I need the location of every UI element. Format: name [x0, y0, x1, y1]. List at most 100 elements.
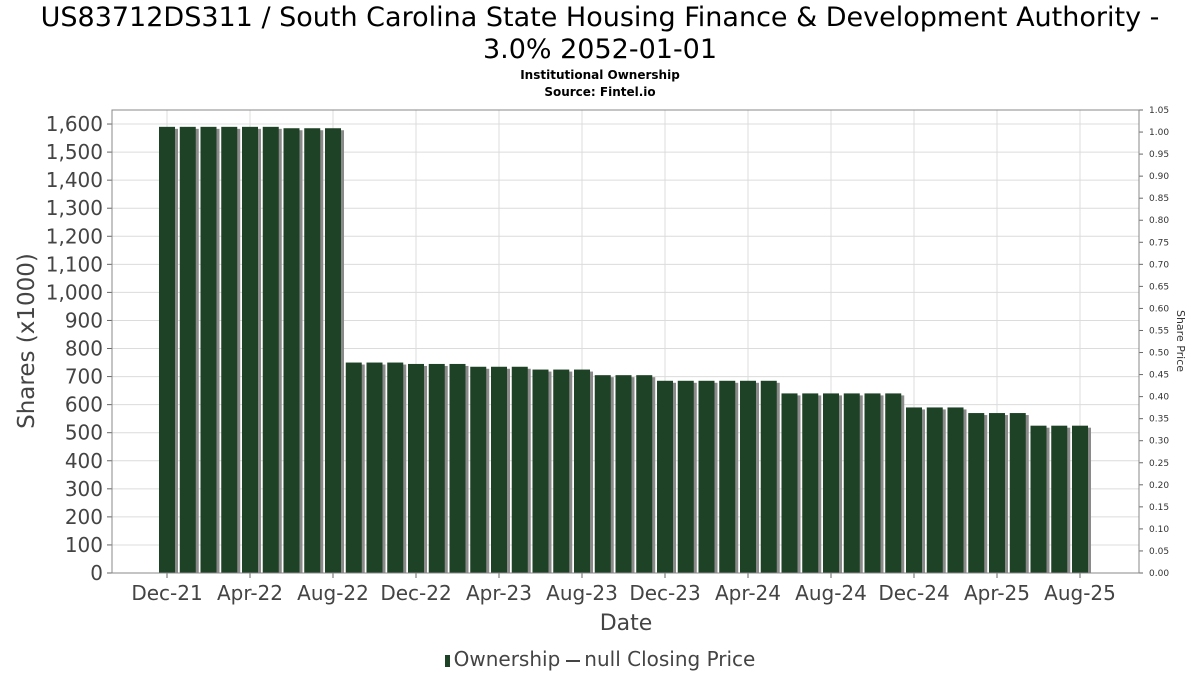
bar — [947, 407, 964, 573]
y2-axis-label: Share Price — [1174, 310, 1187, 372]
chart-subtitle: Institutional Ownership — [520, 68, 680, 82]
bar — [304, 128, 321, 574]
x-tick-label: Aug-25 — [1044, 581, 1116, 605]
y2-tick-label: 1.00 — [1149, 128, 1169, 138]
y2-tick-label: 0.80 — [1149, 216, 1169, 226]
x-tick-label: Aug-22 — [297, 581, 369, 605]
y2-tick-label: 0.60 — [1149, 304, 1169, 314]
y-tick-label: 700 — [65, 365, 103, 389]
bar — [221, 126, 238, 573]
chart-title: US83712DS311 / South Carolina State Hous… — [40, 2, 1160, 33]
bar — [428, 363, 445, 573]
y2-tick-label: 0.15 — [1149, 503, 1169, 513]
bar — [594, 375, 611, 573]
bar — [325, 128, 341, 574]
legend-ownership-label: Ownership — [453, 647, 561, 671]
plot-border — [111, 109, 1140, 574]
bar — [719, 380, 736, 573]
bar — [823, 393, 839, 573]
bar — [843, 393, 860, 573]
bar — [200, 126, 217, 573]
bar — [740, 380, 756, 573]
y-axis-label: Shares (x1000) — [14, 253, 40, 429]
y2-tick-label: 0.50 — [1149, 349, 1169, 359]
bar — [968, 413, 985, 573]
y2-tick-label: 0.25 — [1149, 459, 1169, 469]
x-tick-label: Aug-24 — [795, 581, 867, 605]
bar — [657, 380, 673, 573]
y-tick-label: 1,200 — [46, 224, 103, 248]
x-tick-label: Dec-21 — [131, 581, 202, 605]
legend-price-label: null Closing Price — [584, 647, 756, 671]
bar — [802, 393, 819, 573]
x-tick-label: Apr-24 — [715, 581, 781, 605]
y2-tick-label: 0.65 — [1149, 282, 1169, 292]
bar — [906, 407, 922, 573]
bar — [262, 126, 279, 573]
bar — [532, 369, 549, 573]
bar — [1009, 413, 1026, 573]
bar — [553, 369, 570, 573]
y2-tick-label: 0.00 — [1149, 569, 1169, 579]
chart-source: Source: Fintel.io — [544, 85, 656, 99]
y2-tick-label: 0.35 — [1149, 415, 1169, 425]
y-tick-label: 500 — [65, 421, 103, 445]
y2-tick-label: 0.70 — [1149, 260, 1169, 270]
bar — [1051, 425, 1068, 573]
y-tick-label: 800 — [65, 337, 103, 361]
y-tick-label: 300 — [65, 477, 103, 501]
y2-tick-label: 0.75 — [1149, 238, 1169, 248]
y-tick-label: 1,600 — [46, 112, 103, 136]
bar — [698, 380, 715, 573]
bar — [781, 393, 798, 573]
bar — [366, 362, 383, 573]
x-tick-label: Apr-25 — [964, 581, 1030, 605]
y-tick-label: 600 — [65, 393, 103, 417]
bar — [1030, 425, 1047, 573]
chart-title-line2: 3.0% 2052-01-01 — [482, 34, 718, 65]
y-tick-label: 1,400 — [46, 168, 103, 192]
y-tick-label: 100 — [65, 533, 103, 557]
bar — [885, 393, 902, 573]
x-tick-label: Aug-23 — [546, 581, 618, 605]
y-tick-label: 1,100 — [46, 252, 103, 276]
bar — [387, 362, 404, 573]
bar — [760, 380, 777, 573]
x-tick-label: Apr-22 — [217, 581, 283, 605]
bar — [159, 126, 175, 573]
y2-tick-label: 0.55 — [1149, 326, 1169, 336]
bar — [179, 126, 196, 573]
y-tick-label: 400 — [65, 449, 103, 473]
bar — [677, 380, 694, 573]
bar — [242, 126, 258, 573]
y-tick-label: 200 — [65, 505, 103, 529]
bar — [449, 363, 466, 573]
y-tick-label: 900 — [65, 308, 103, 332]
bar — [511, 366, 528, 573]
bar — [1072, 425, 1088, 573]
bar — [926, 407, 943, 573]
y2-tick-label: 0.10 — [1149, 525, 1169, 535]
y2-tick-label: 0.30 — [1149, 437, 1169, 447]
y-tick-label: 1,300 — [46, 196, 103, 220]
bar — [864, 393, 881, 573]
y2-tick-label: 0.90 — [1149, 172, 1169, 182]
y2-tick-label: 0.20 — [1149, 481, 1169, 491]
y2-tick-label: 0.85 — [1149, 194, 1169, 204]
y2-tick-label: 0.45 — [1149, 371, 1169, 381]
y-tick-label: 0 — [90, 561, 103, 585]
y2-tick-label: 0.05 — [1149, 547, 1169, 557]
x-tick-label: Dec-22 — [380, 581, 451, 605]
bar — [470, 366, 487, 573]
x-axis-label: Date — [600, 611, 653, 636]
x-tick-label: Apr-23 — [466, 581, 532, 605]
bar — [283, 128, 300, 574]
y-tick-label: 1,000 — [46, 280, 103, 304]
x-tick-label: Dec-24 — [878, 581, 949, 605]
bar — [615, 375, 632, 573]
bar — [989, 413, 1005, 573]
legend-price-swatch — [566, 659, 581, 662]
bar — [636, 375, 653, 573]
legend: Ownership null Closing Price — [0, 647, 1200, 671]
